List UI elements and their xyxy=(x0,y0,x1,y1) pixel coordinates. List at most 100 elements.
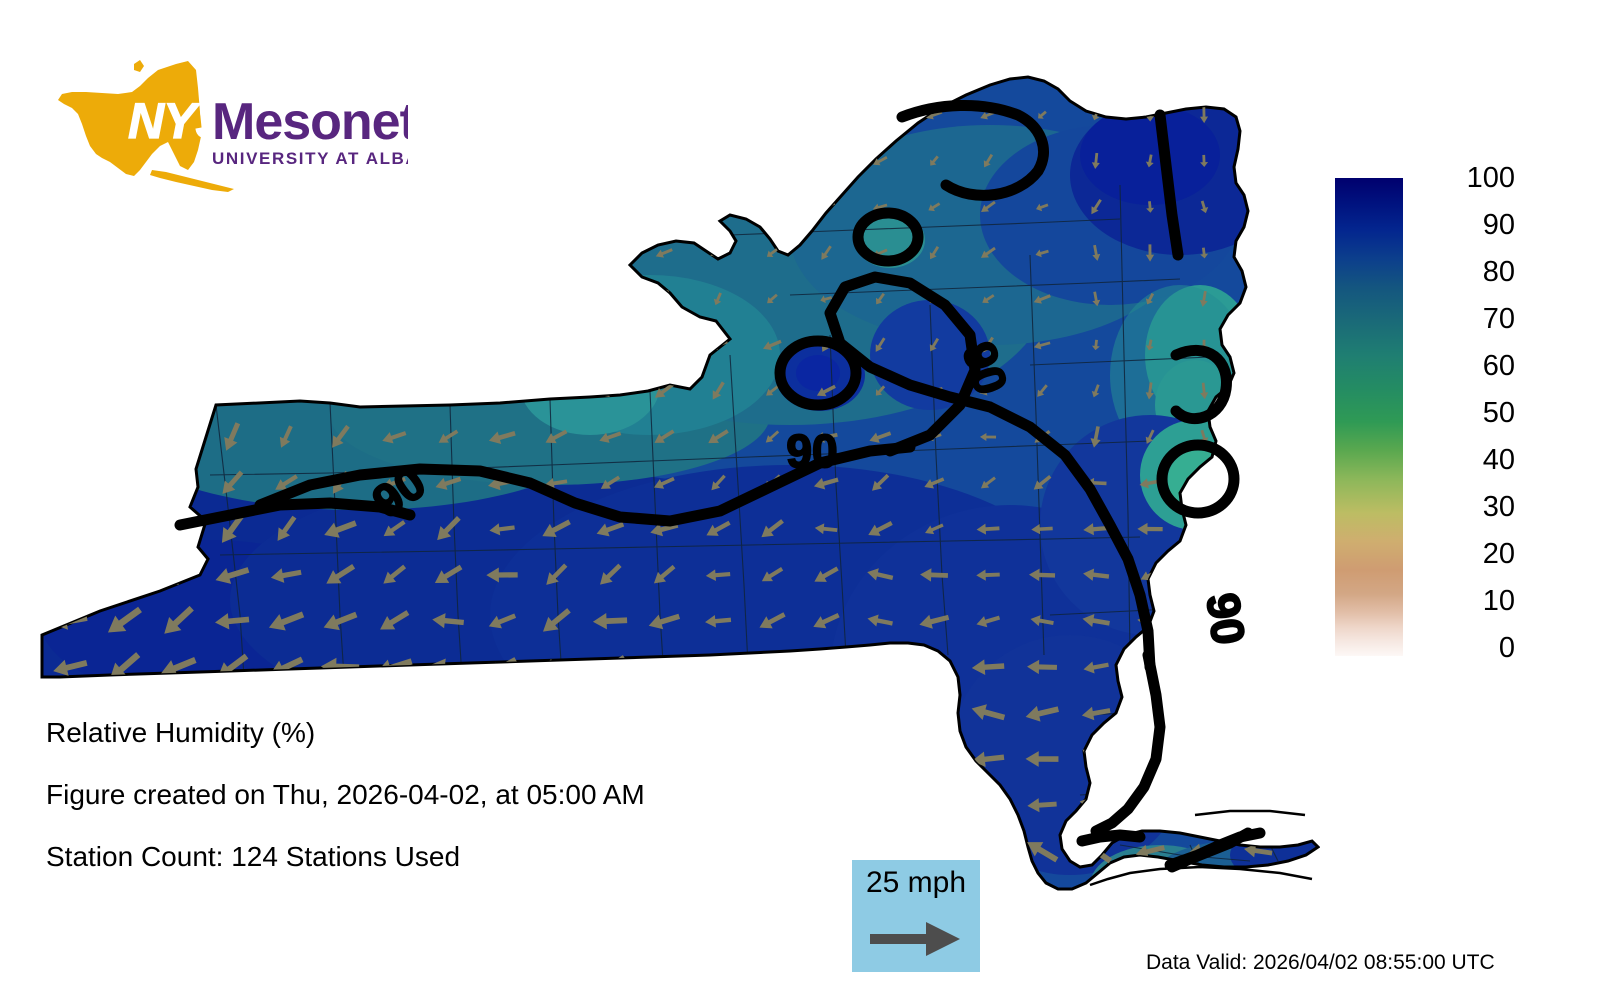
wind-arrow-icon xyxy=(1247,569,1270,582)
wind-arrow-icon xyxy=(918,705,950,721)
wind-arrow-icon xyxy=(1193,522,1215,535)
wind-arrow-icon xyxy=(653,564,676,584)
wind-arrow-icon xyxy=(323,611,358,631)
wind-arrow-icon xyxy=(164,605,194,634)
wind-arrow-icon xyxy=(277,515,297,541)
wind-arrow-icon xyxy=(334,288,347,309)
wind-arrow-icon xyxy=(63,102,76,127)
wind-arrow-icon xyxy=(919,614,950,629)
wind-arrow-icon xyxy=(1137,522,1163,536)
wind-arrow-icon xyxy=(971,704,1006,721)
wind-arrow-icon xyxy=(976,615,1001,628)
wind-arrow-icon xyxy=(280,197,293,216)
wind-arrow-icon xyxy=(1254,383,1263,398)
wind-arrow-icon xyxy=(919,750,950,769)
wind-arrow-icon xyxy=(1132,888,1168,889)
wind-arrow-icon xyxy=(114,106,135,123)
figure-created-label: Figure created on Thu, 2026-04-02, at 05… xyxy=(46,779,645,810)
wind-arrow-icon xyxy=(442,287,454,310)
wind-arrow-icon xyxy=(708,429,729,444)
wind-arrow-icon xyxy=(705,615,732,628)
wind-arrow-icon xyxy=(334,381,347,400)
wind-arrow-icon xyxy=(650,523,679,537)
wind-arrow-icon xyxy=(875,385,886,396)
wind-arrow-icon xyxy=(118,289,130,308)
wind-arrow-icon xyxy=(497,152,509,170)
wind-arrow-icon xyxy=(278,150,296,171)
wind-arrow-icon xyxy=(226,288,237,309)
wind-arrow-icon xyxy=(333,151,348,169)
wind-arrow-icon xyxy=(380,610,410,630)
wind-arrow-icon xyxy=(1031,523,1053,535)
wind-arrow-icon xyxy=(1091,198,1102,215)
wind-arrow-icon xyxy=(548,337,565,352)
wind-arrow-icon xyxy=(551,151,561,170)
wind-arrow-icon xyxy=(655,248,673,258)
wind-arrow-icon xyxy=(979,432,997,441)
colorbar-tick: 40 xyxy=(1482,444,1515,476)
wind-arrow-icon xyxy=(983,336,994,353)
wind-arrow-icon xyxy=(867,568,894,581)
wind-arrow-icon xyxy=(1033,341,1051,350)
wind-arrow-icon xyxy=(492,338,513,351)
wind-arrow-icon xyxy=(814,566,839,582)
wind-speed-key-label: 25 mph xyxy=(865,866,967,899)
wind-arrow-icon xyxy=(1083,568,1110,581)
wind-arrow-icon xyxy=(863,705,898,722)
wind-arrow-icon xyxy=(600,475,621,489)
wind-arrow-icon xyxy=(495,287,509,310)
wind-arrow-icon xyxy=(1090,426,1101,448)
wind-arrow-icon xyxy=(705,569,731,582)
wind-arrow-icon xyxy=(1091,384,1100,398)
wind-arrow-icon xyxy=(654,429,675,443)
wind-arrow-icon xyxy=(62,515,79,542)
wind-arrow-icon xyxy=(495,199,510,214)
wind-arrow-icon xyxy=(495,247,510,258)
wind-arrow-icon xyxy=(1033,474,1052,490)
wind-arrow-icon xyxy=(279,425,293,448)
wind-arrow-icon xyxy=(654,382,675,398)
wind-arrow-icon xyxy=(167,427,190,445)
wind-arrow-icon xyxy=(711,110,726,120)
wind-arrow-icon xyxy=(332,424,350,448)
wind-arrow-icon xyxy=(1092,244,1101,261)
wind-arrow-icon xyxy=(1193,570,1215,581)
wind-arrow-icon xyxy=(924,477,945,489)
wind-arrow-icon xyxy=(872,473,890,491)
wind-arrow-icon xyxy=(820,295,833,304)
wind-arrow-icon xyxy=(277,108,295,120)
colorbar-tick: 80 xyxy=(1482,256,1515,288)
wind-arrow-icon xyxy=(225,149,239,172)
wind-arrow-icon xyxy=(435,476,462,490)
wind-arrow-icon xyxy=(279,240,293,265)
wind-arrow-icon xyxy=(766,385,779,396)
wind-arrow-icon xyxy=(1083,661,1109,674)
wind-arrow-icon xyxy=(1253,247,1262,258)
wind-arrow-icon xyxy=(334,241,346,264)
station-count-label: Station Count: 124 Stations Used xyxy=(46,841,461,872)
wind-arrow-icon xyxy=(979,387,997,396)
wind-arrow-icon xyxy=(389,199,400,214)
wind-arrow-icon xyxy=(983,153,994,168)
wind-arrow-icon xyxy=(1145,382,1154,400)
wind-arrow-icon xyxy=(918,659,950,674)
wind-arrow-icon xyxy=(1250,477,1267,488)
wind-arrow-icon xyxy=(659,199,670,214)
wind-arrow-icon xyxy=(551,290,561,307)
wind-arrow-icon xyxy=(821,245,832,260)
wind-arrow-icon xyxy=(333,195,348,218)
wind-arrow-icon xyxy=(495,108,510,121)
wind-arrow-icon xyxy=(596,521,625,537)
wind-arrow-icon xyxy=(60,560,82,589)
wind-arrow-icon xyxy=(118,334,130,355)
wind-arrow-icon xyxy=(980,476,996,489)
wind-arrow-icon xyxy=(762,339,782,351)
wind-arrow-icon xyxy=(486,567,518,583)
wind-arrow-icon xyxy=(971,659,1005,675)
wind-arrow-icon xyxy=(656,336,673,353)
wind-arrow-icon xyxy=(976,569,1000,581)
wind-arrow-icon xyxy=(326,564,356,584)
wind-arrow-icon xyxy=(813,612,840,629)
wind-arrow-icon xyxy=(61,467,80,498)
